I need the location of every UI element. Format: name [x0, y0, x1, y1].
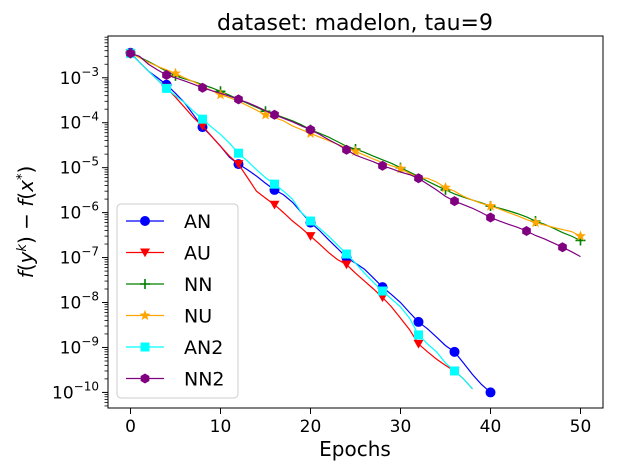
legend-marker	[140, 373, 150, 384]
y-tick-label: 10−8	[60, 290, 99, 314]
data-point	[269, 200, 280, 210]
data-point	[485, 387, 496, 398]
y-tick-label: 10−9	[60, 334, 99, 358]
data-point	[126, 48, 135, 59]
data-point	[342, 249, 351, 259]
legend-label: AU	[184, 243, 211, 265]
legend-entry: NU	[126, 306, 212, 328]
legend-entry: NN	[126, 274, 212, 296]
y-tick-label: 10−10	[52, 379, 99, 403]
legend-entry: AU	[126, 243, 211, 265]
data-point	[530, 216, 541, 228]
plot-frame	[107, 35, 604, 409]
data-point	[350, 145, 361, 157]
data-point	[378, 160, 387, 171]
y-tick-label: 10−6	[60, 200, 99, 224]
data-point	[198, 114, 207, 124]
y-tick-label: 10−7	[60, 245, 99, 269]
x-axis: 0 10 20 30 40 50	[125, 408, 591, 437]
data-point	[449, 346, 460, 357]
data-point	[170, 67, 181, 79]
x-tick-label: 50	[570, 417, 592, 437]
legend: AN AU NN NU AN2 NN2	[116, 203, 239, 399]
data-point	[395, 162, 406, 174]
series-layer	[125, 47, 586, 398]
data-point	[233, 160, 244, 169]
data-point	[270, 109, 279, 120]
data-point	[234, 148, 243, 158]
data-point	[197, 121, 208, 131]
y-tick-label: 10−5	[60, 155, 99, 179]
data-point	[575, 230, 586, 241]
y-axis-label: f(yk) − f(x*)	[14, 166, 38, 279]
data-point	[234, 94, 243, 105]
legend-items: AN AU NN NU AN2 NN2	[126, 211, 225, 391]
data-point	[413, 339, 424, 349]
legend-label: AN	[184, 211, 211, 233]
data-point	[440, 181, 451, 193]
data-point	[162, 70, 171, 81]
legend-entry: AN	[126, 211, 211, 233]
data-point	[306, 216, 315, 226]
data-point	[341, 260, 352, 270]
data-point	[486, 212, 495, 223]
legend-marker	[140, 248, 150, 258]
legend-marker	[140, 279, 150, 289]
data-point	[413, 316, 424, 327]
data-point	[378, 286, 387, 296]
legend-marker	[139, 309, 151, 321]
data-point	[342, 144, 351, 155]
y-tick-label: 10−3	[60, 65, 99, 89]
x-axis-label: Epochs	[319, 437, 391, 461]
x-tick-label: 30	[390, 417, 412, 437]
data-point	[558, 242, 567, 253]
data-point	[260, 109, 271, 120]
legend-label: NN2	[184, 369, 225, 391]
legend-label: NU	[184, 306, 212, 328]
data-point	[485, 200, 496, 211]
data-point	[522, 226, 531, 236]
data-point	[450, 366, 459, 376]
data-point	[414, 173, 423, 184]
data-point	[306, 124, 315, 135]
legend-marker	[140, 342, 150, 352]
legend-marker	[140, 216, 150, 226]
data-point	[198, 82, 207, 93]
legend-label: AN2	[184, 337, 223, 359]
legend-label: NN	[184, 274, 212, 296]
chart-title: dataset: madelon, tau=9	[217, 11, 493, 36]
x-tick-label: 40	[480, 417, 502, 437]
legend-entry: NN2	[126, 369, 225, 391]
data-point	[450, 196, 459, 207]
data-point	[305, 232, 316, 241]
series-nn2	[126, 48, 581, 258]
data-point	[215, 88, 226, 100]
data-point	[414, 330, 423, 340]
x-tick-label: 0	[125, 417, 136, 437]
x-tick-label: 20	[300, 417, 322, 437]
series-line-an2	[130, 52, 473, 390]
data-point	[270, 179, 279, 189]
y-axis: 10−10 10−9 10−8 10−7 10−6 10−5 10−4 10−3	[52, 36, 108, 407]
y-tick-label: 10−4	[60, 110, 99, 134]
data-point	[162, 83, 171, 93]
x-tick-label: 10	[210, 417, 232, 437]
data-point	[377, 293, 388, 303]
legend-entry: AN2	[126, 337, 223, 359]
